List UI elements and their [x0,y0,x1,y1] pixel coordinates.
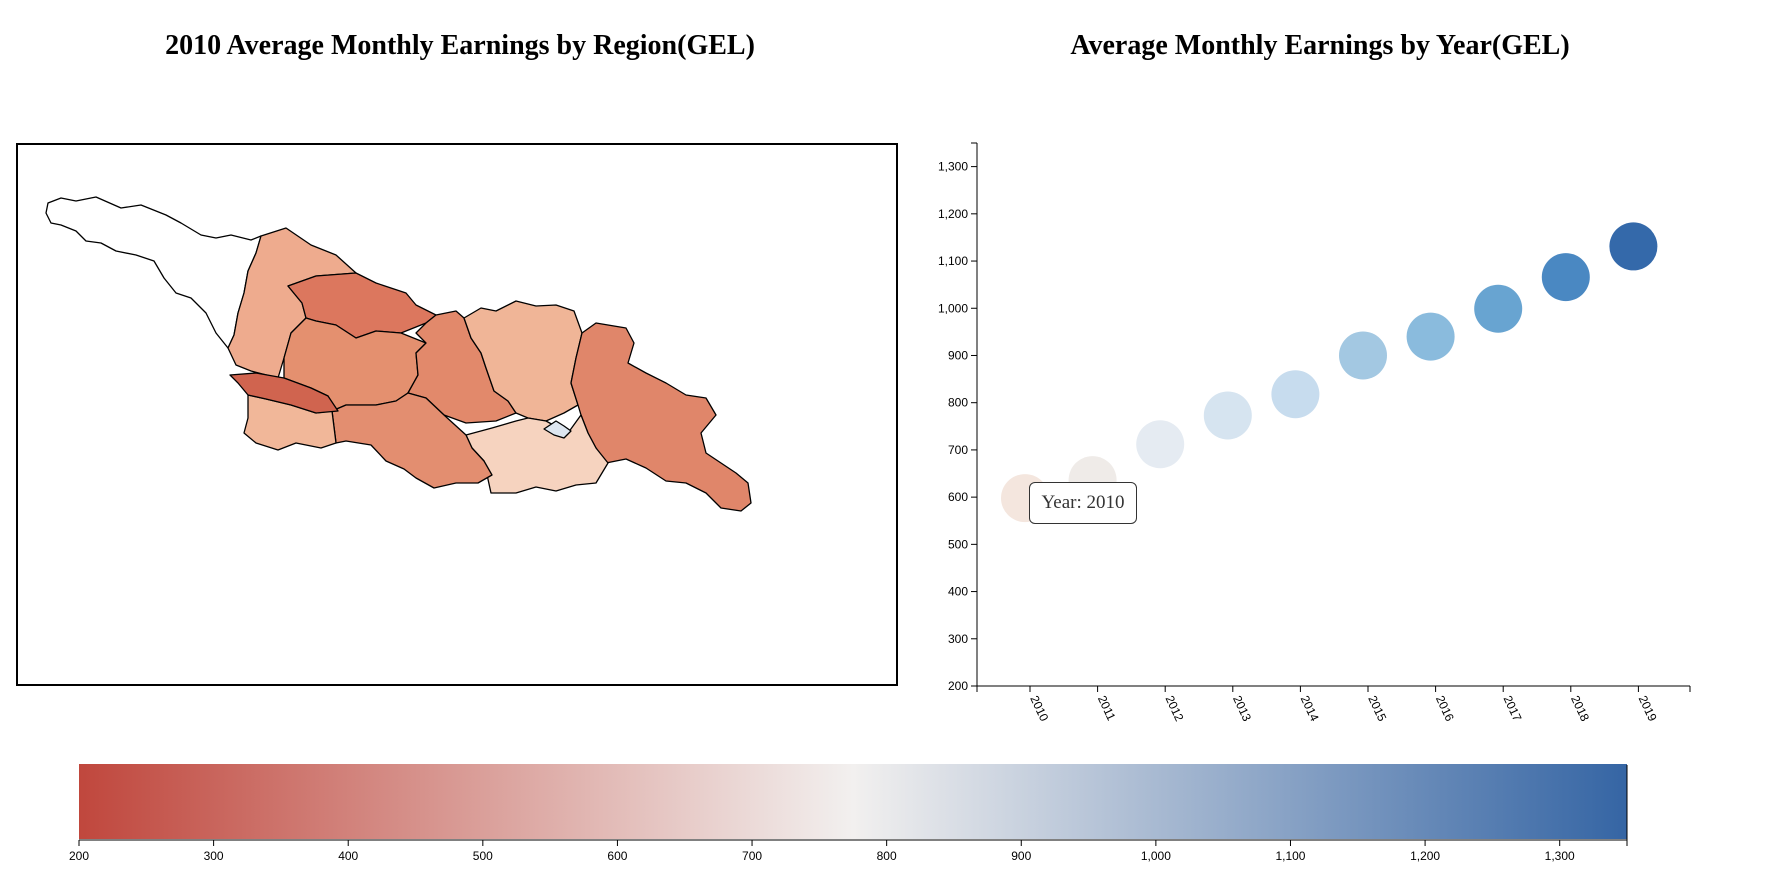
map-title: 2010 Average Monthly Earnings by Region(… [165,30,755,61]
y-tick-label: 200 [948,679,968,693]
scatter-title: Average Monthly Earnings by Year(GEL) [1070,30,1570,61]
legend-tick-label: 1,200 [1410,849,1440,863]
scatter-point[interactable] [1474,284,1523,333]
x-tick-label: 2014 [1298,693,1322,723]
y-tick-label: 800 [948,396,968,410]
legend-tick-label: 900 [1011,849,1031,863]
year-tooltip: Year: 2010 [1029,482,1137,524]
scatter-point[interactable] [1136,420,1185,469]
legend-tick-label: 1,000 [1141,849,1171,863]
y-tick-label: 1,000 [938,301,968,315]
scatter-chart: 200 300 400 500 600 700 800 900 1,000 1,100 1,200 1… [938,142,1691,724]
legend-tick-label: 1,300 [1545,849,1575,863]
x-tick-label: 2017 [1500,693,1524,723]
x-tick-label: 2010 [1027,693,1051,723]
region-samtskhe[interactable] [331,392,493,489]
legend-tick-label: 500 [473,849,493,863]
y-tick-label: 900 [948,348,968,362]
legend-tick-label: 700 [742,849,762,863]
y-tick-label: 400 [948,585,968,599]
scatter-point[interactable] [1541,253,1590,302]
x-tick-label: 2018 [1568,693,1592,723]
map-frame [16,143,898,686]
x-axis: 2010 2011 2012 2013 2014 2015 2016 2017 2018 2019 [976,685,1691,724]
x-tick-label: 2013 [1230,693,1254,723]
x-tick-label: 2015 [1365,693,1389,723]
x-tick-label: 2019 [1636,693,1660,723]
scatter-point[interactable] [1271,370,1320,419]
x-tick-label: 2016 [1433,693,1457,723]
region-guria[interactable] [229,372,339,414]
y-tick-label: 300 [948,632,968,646]
y-tick-label: 600 [948,490,968,504]
y-tick-label: 1,200 [938,207,968,221]
region-map [45,196,752,512]
y-tick-label: 1,100 [938,254,968,268]
x-tick-label: 2012 [1162,693,1186,723]
color-legend: 200 300 400 500 600 700 800 900 1,000 1,100 1,200 1… [69,764,1628,863]
legend-axis: 200 300 400 500 600 700 800 900 1,000 1,100 1,200 1… [69,765,1628,863]
scatter-point[interactable] [1406,312,1455,361]
legend-tick-label: 800 [877,849,897,863]
region-tbilisi[interactable] [543,420,572,439]
legend-gradient-bar [79,764,1627,839]
legend-tick-label: 400 [338,849,358,863]
scatter-points [1001,222,1658,523]
y-axis: 200 300 400 500 600 700 800 900 1,000 1,100 1,200 1… [938,142,978,693]
y-tick-label: 700 [948,443,968,457]
scatter-point[interactable] [1609,222,1658,271]
scatter-point[interactable] [1203,391,1252,440]
region-kvemo-kartli[interactable] [465,414,609,494]
x-tick-label: 2011 [1095,693,1119,723]
y-tick-label: 500 [948,537,968,551]
scatter-point[interactable] [1339,331,1387,380]
legend-tick-label: 300 [204,849,224,863]
y-tick-label: 1,300 [938,160,968,174]
legend-tick-label: 1,100 [1275,849,1305,863]
map-regions [45,196,752,512]
legend-tick-label: 200 [69,849,89,863]
region-kakheti[interactable] [570,322,752,512]
legend-tick-label: 600 [607,849,627,863]
region-abkhazia[interactable] [45,196,262,349]
